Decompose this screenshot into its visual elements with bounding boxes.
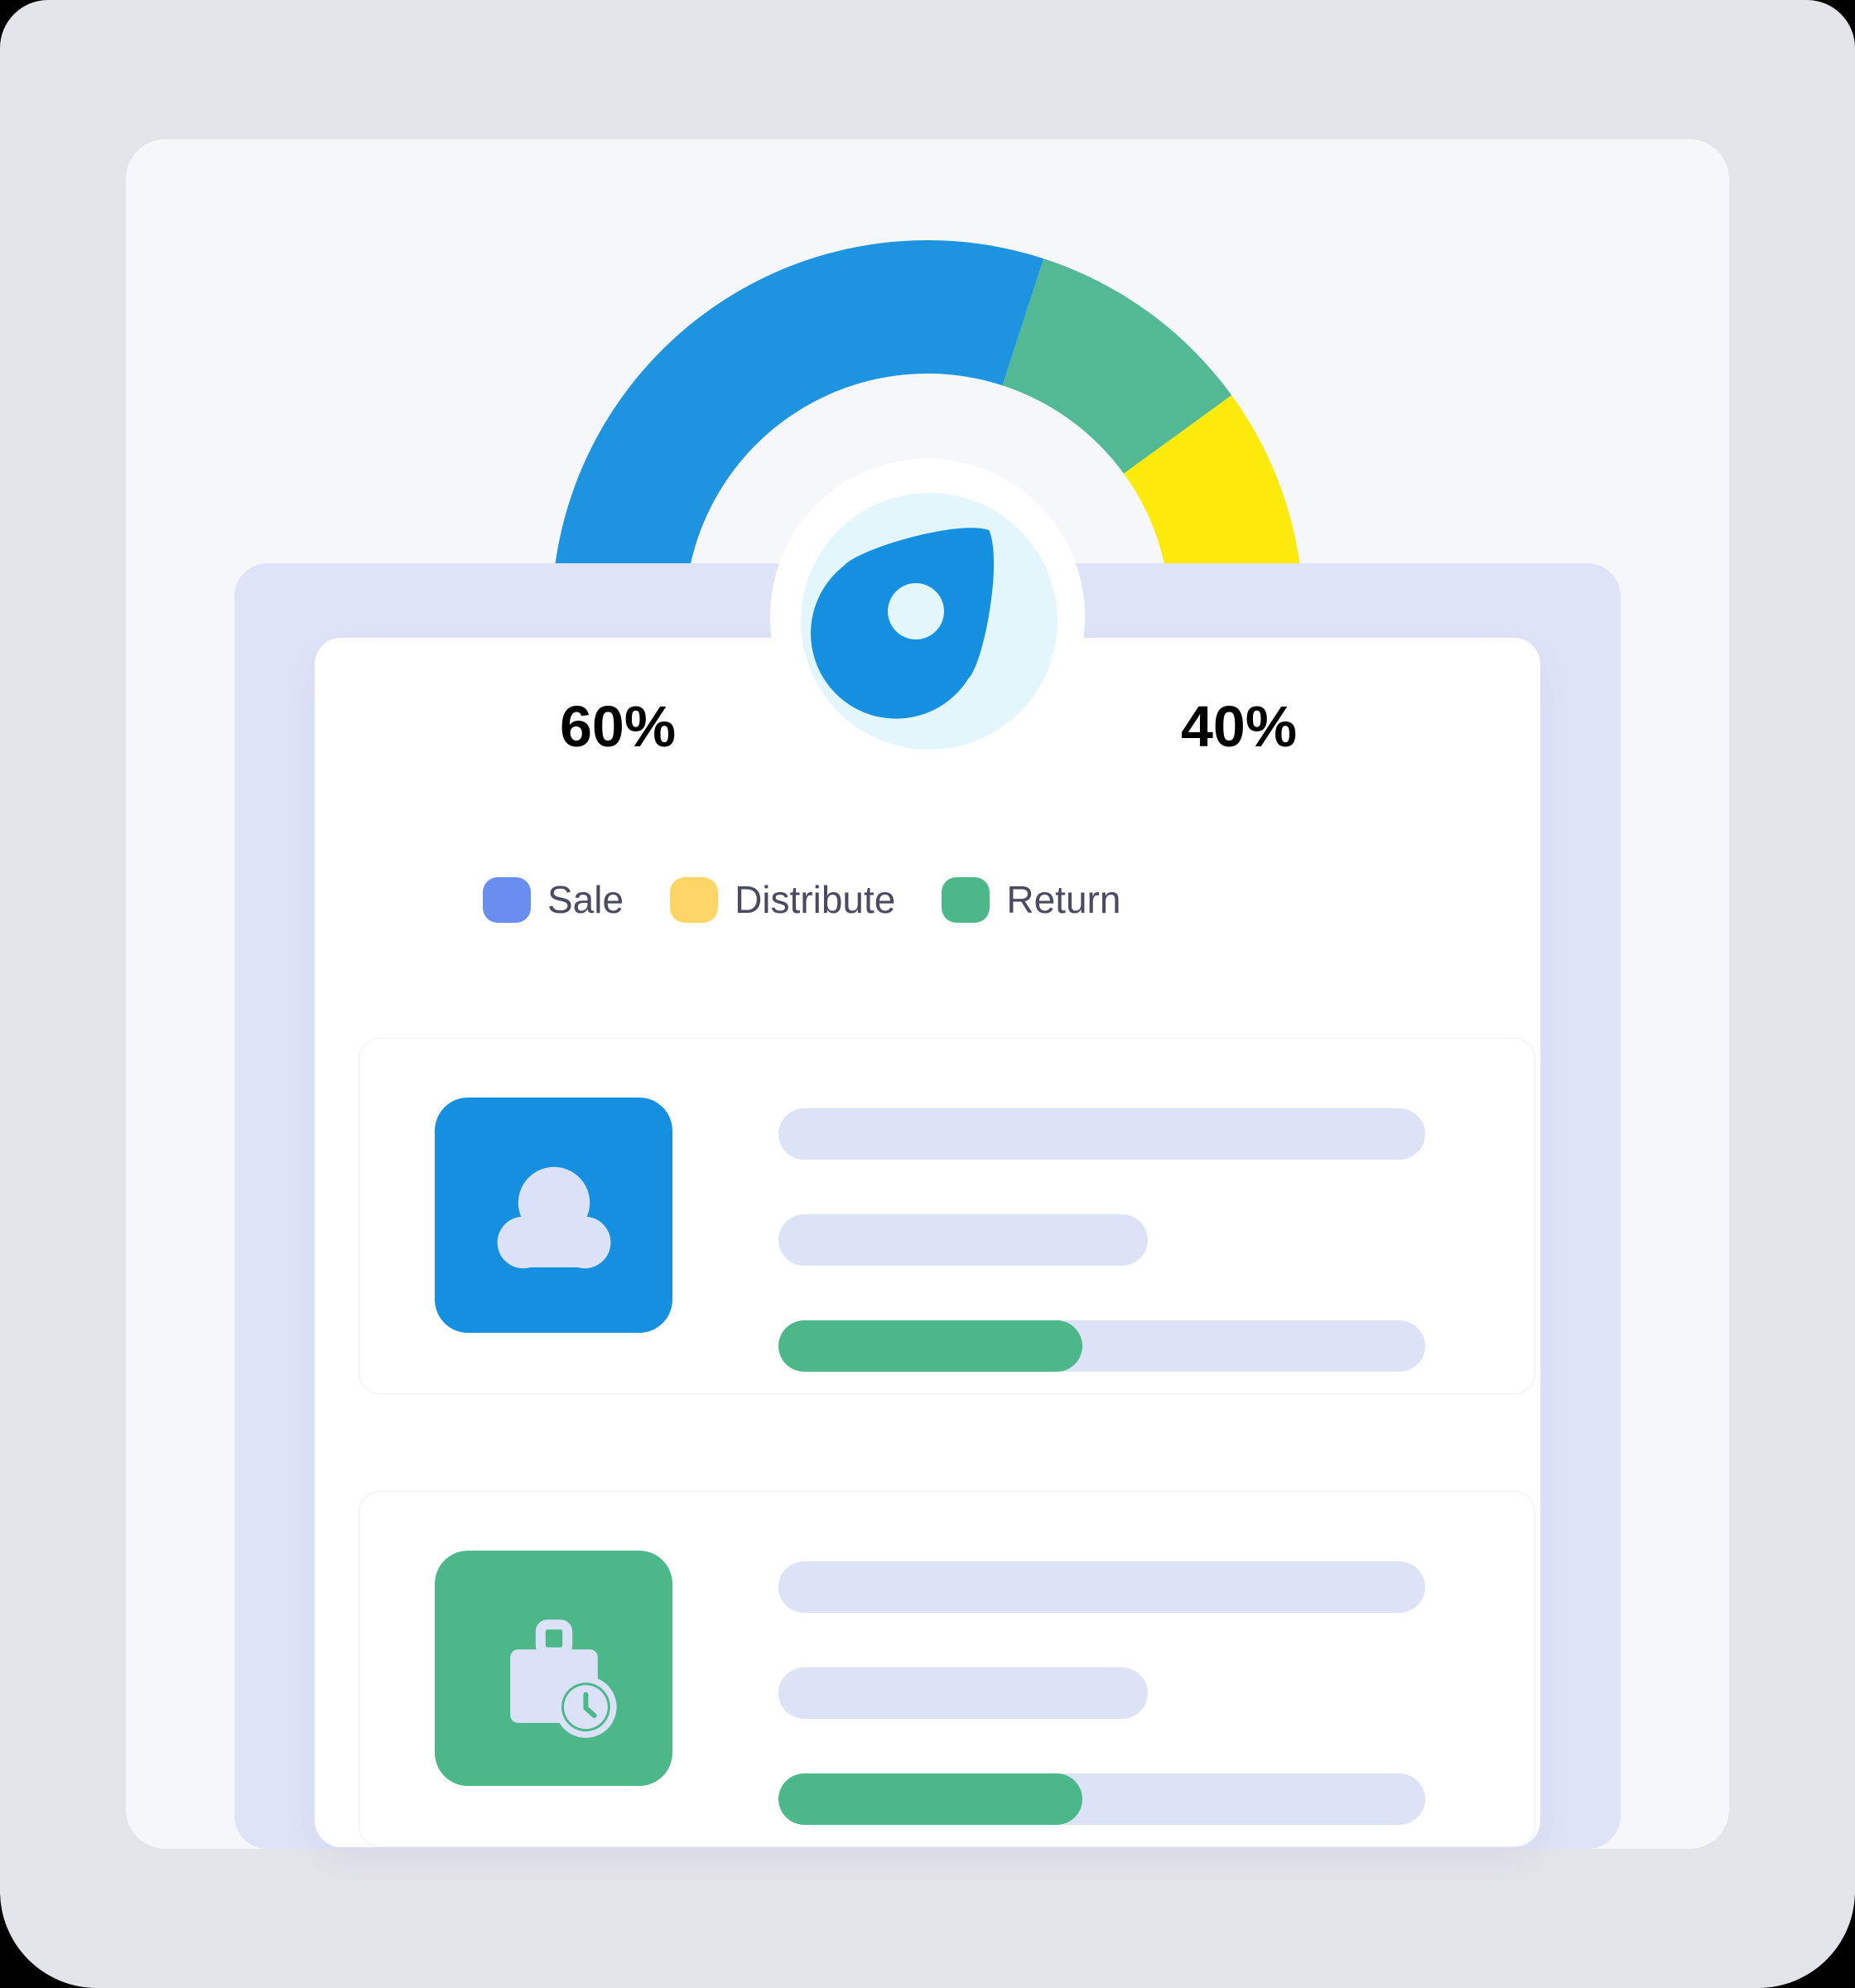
svg-text:40%: 40%: [1181, 694, 1297, 759]
svg-text:60%: 60%: [560, 694, 676, 759]
